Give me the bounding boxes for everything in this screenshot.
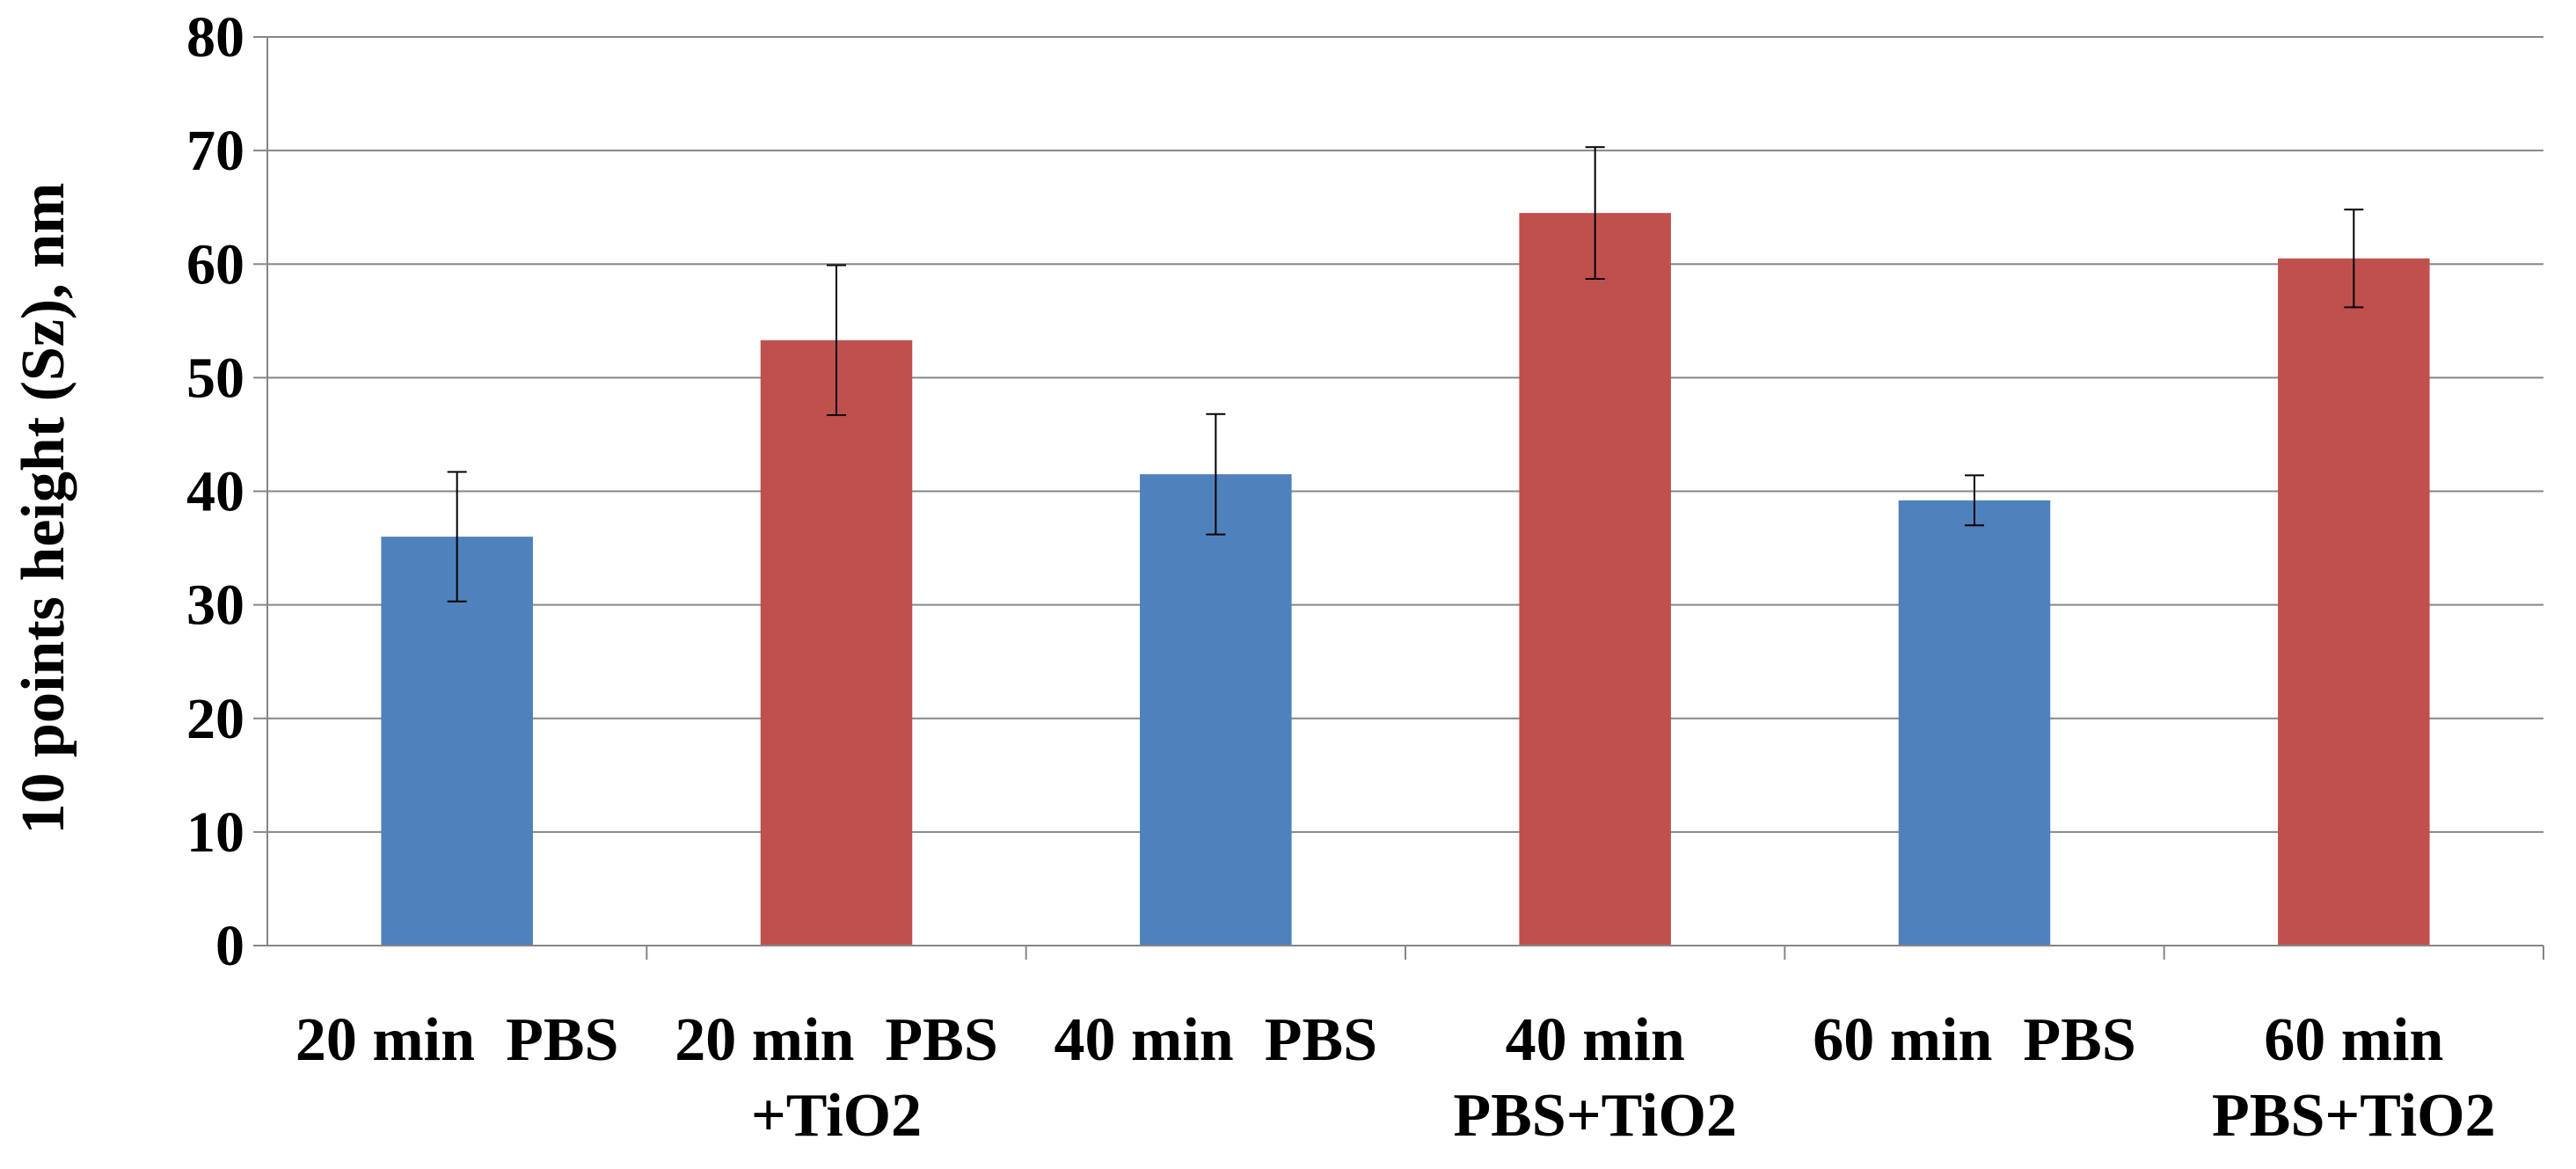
x-category-label: 40 min PBS+TiO2 (1453, 1006, 1737, 1150)
y-tick-labels: 0 10 20 30 40 50 60 70 80 (186, 5, 244, 978)
y-tick-label: 20 (186, 687, 244, 751)
bar (760, 340, 913, 946)
y-tick-label: 70 (186, 119, 244, 183)
bar (1140, 474, 1292, 946)
y-axis-label: 10 points height (Sz), nm (10, 183, 77, 835)
bar (1898, 500, 2051, 946)
y-tick-label: 10 (186, 800, 244, 865)
y-tick-label: 60 (186, 232, 244, 296)
y-tick-label: 50 (186, 346, 244, 410)
bar (381, 537, 533, 946)
x-category-label: 60 min PBS (1813, 1006, 2136, 1074)
x-category-label: 40 min PBS (1054, 1006, 1378, 1074)
bar (2278, 258, 2430, 946)
bars (381, 213, 2430, 946)
y-tick-label: 40 (186, 460, 244, 524)
error-bars (447, 146, 2364, 603)
x-category-label: 20 min PBS +TiO2 (675, 1006, 998, 1150)
x-category-labels: 20 min PBS 20 min PBS +TiO2 40 min PBS 40 mi… (296, 1006, 2496, 1150)
x-category-label: 60 min PBS+TiO2 (2212, 1006, 2496, 1150)
y-tick-label: 80 (186, 5, 244, 69)
x-category-label: 20 min PBS (296, 1006, 619, 1074)
y-tick-label: 0 (215, 914, 244, 978)
gridlines (267, 36, 2543, 833)
y-tick-label: 30 (186, 574, 244, 638)
axes (253, 36, 2544, 960)
bar (1519, 213, 1671, 946)
